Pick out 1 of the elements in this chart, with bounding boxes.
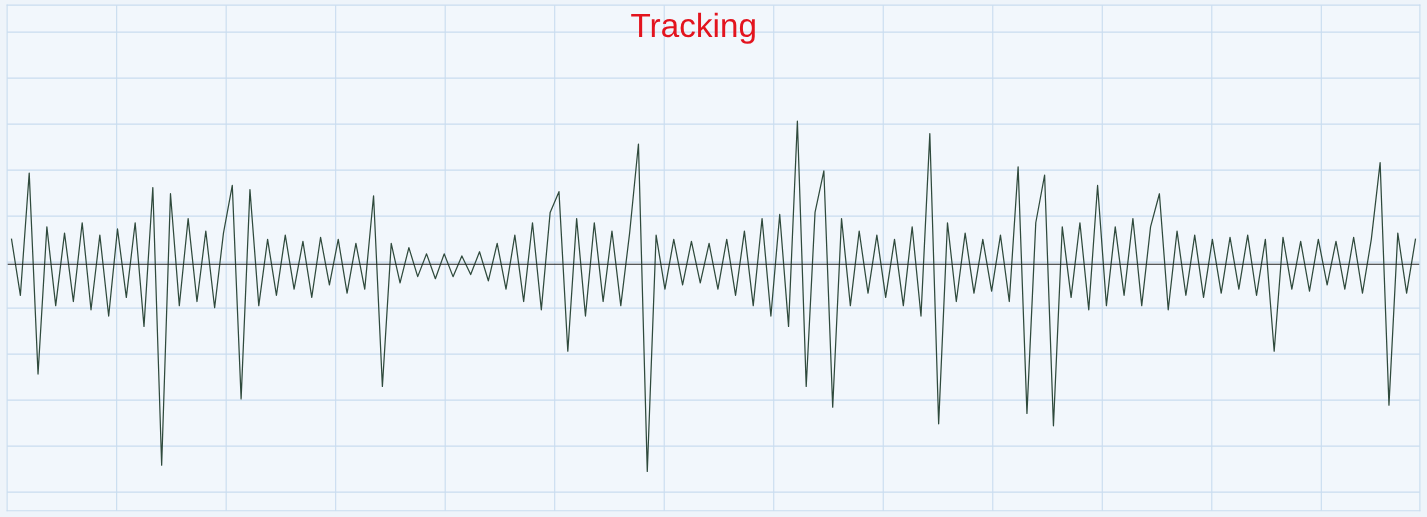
chart-title: Tracking [631,12,755,44]
